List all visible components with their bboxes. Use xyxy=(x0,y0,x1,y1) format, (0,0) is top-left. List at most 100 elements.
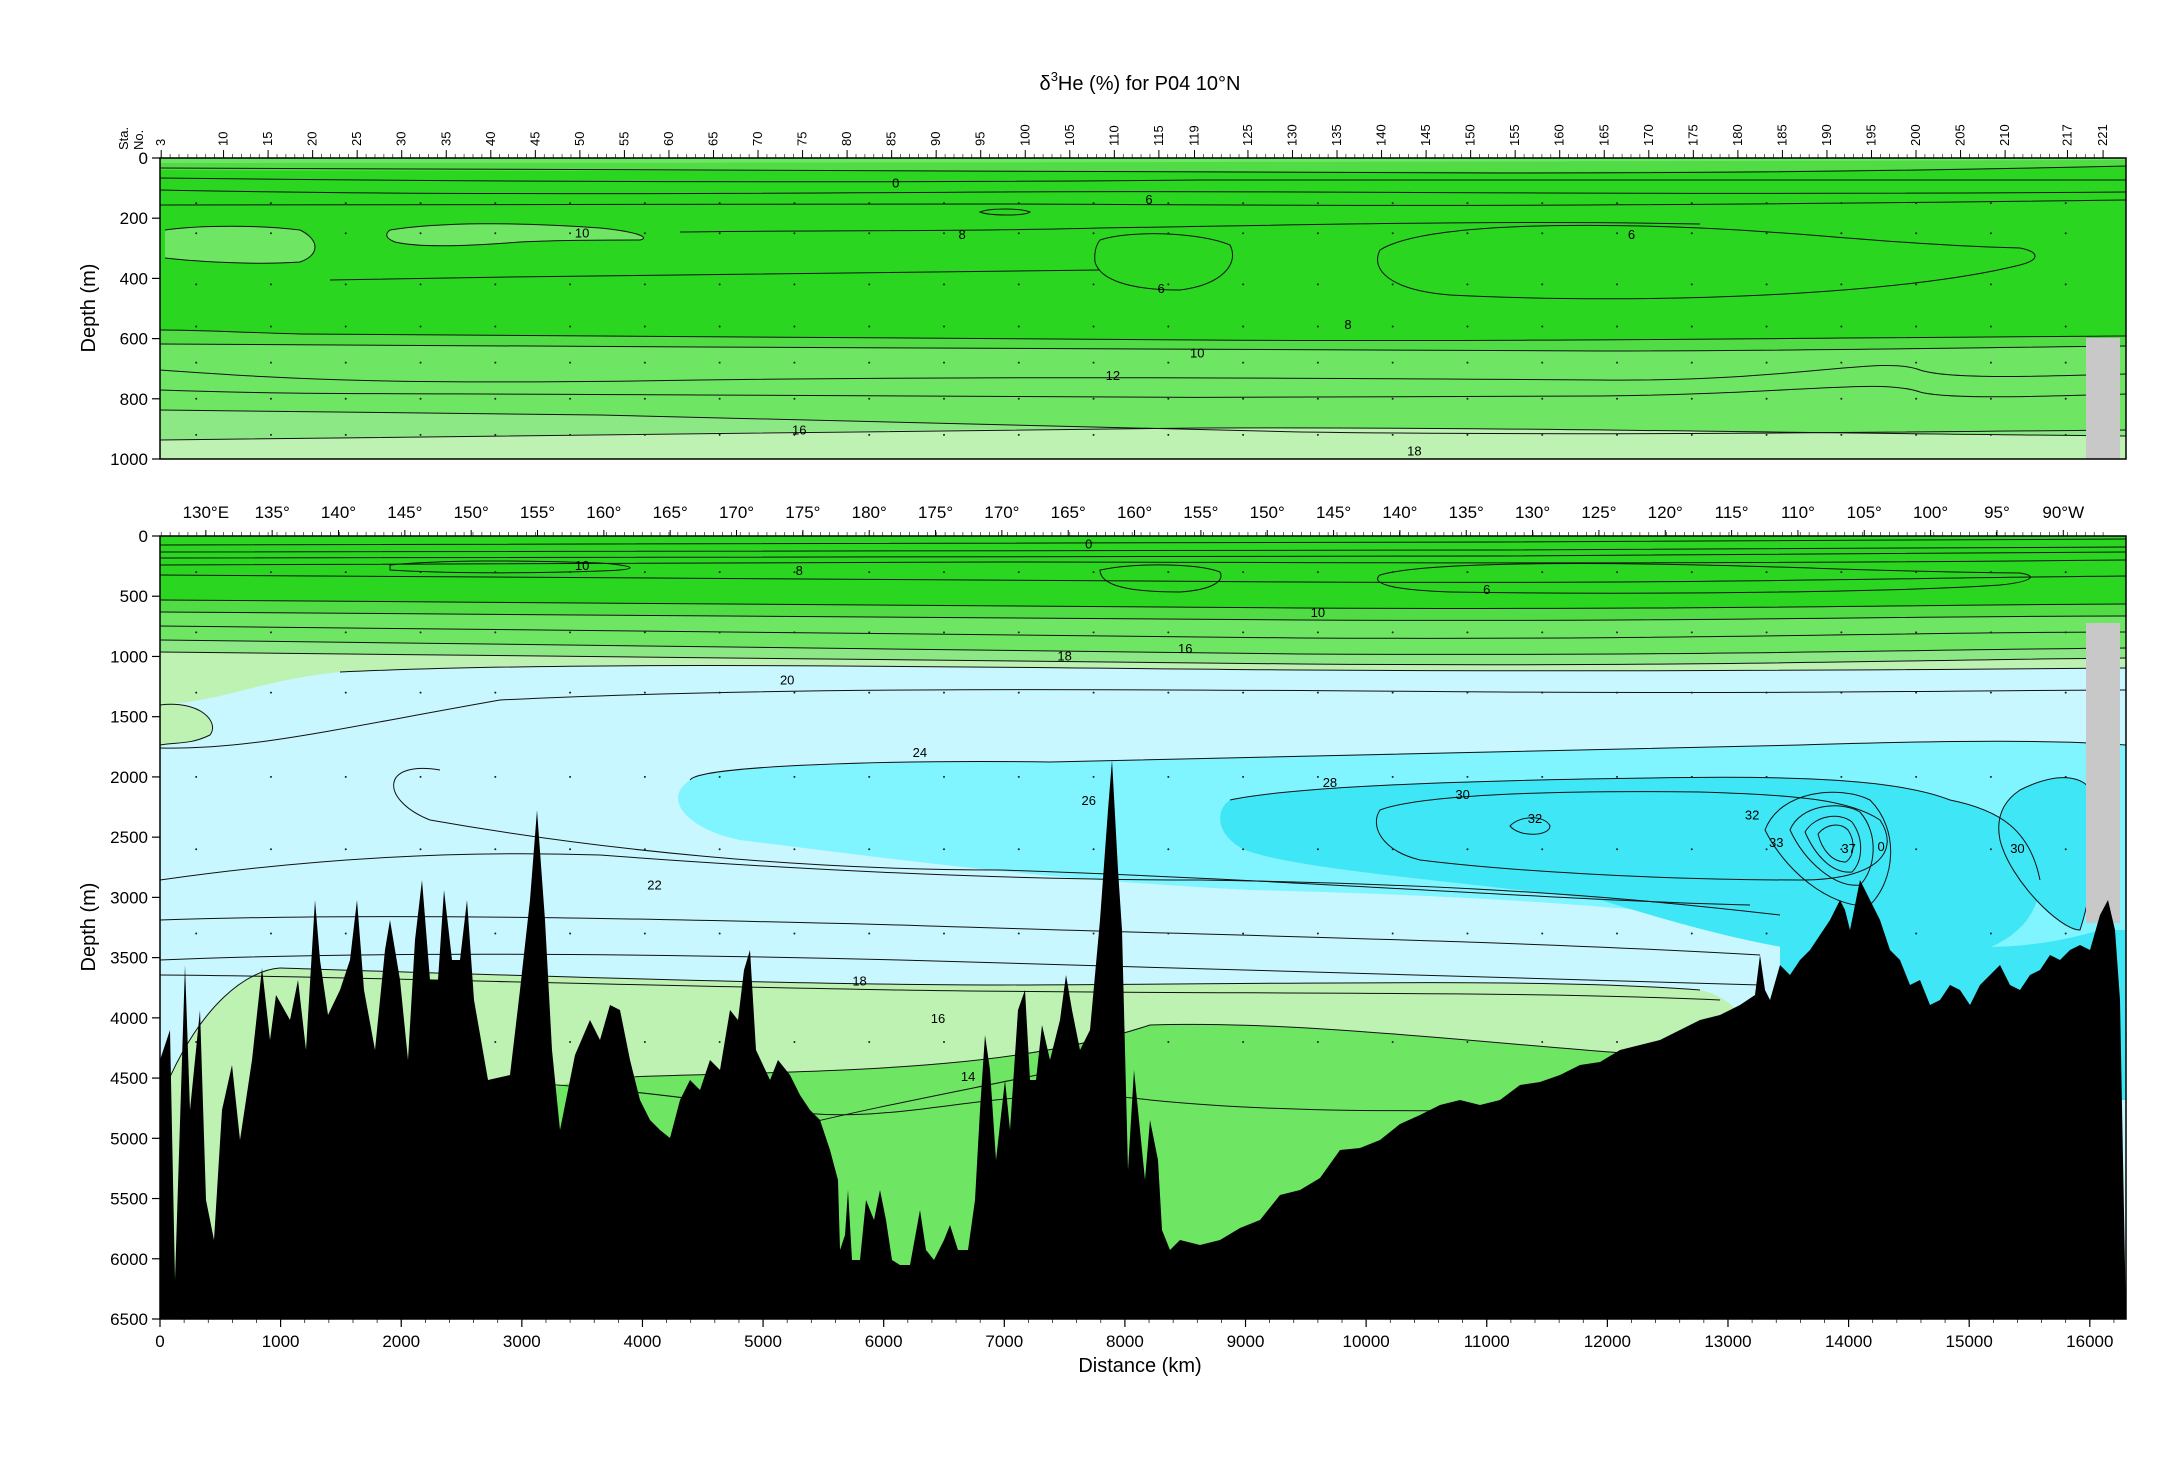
station-axis: 3 10 15 20 25 30 35 40 45 50 55 60 65 70 75 80 85 90 95 100… xyxy=(153,124,2110,536)
upper-y-tick-label: 800 xyxy=(120,390,148,409)
contour-label: 10 xyxy=(1190,346,1204,361)
contour-label: 14 xyxy=(961,1069,975,1084)
lower-y-axis: 0 500 1000 1500 2000 2500 3000 3500 4000 4500 5000… xyxy=(110,527,160,1329)
x-tick-label: 11000 xyxy=(1464,1332,1510,1351)
sample-dot xyxy=(494,631,497,634)
sample-dot xyxy=(1989,631,1992,634)
sample-dot xyxy=(569,361,572,364)
sample-dot xyxy=(1466,361,1469,364)
sample-dot xyxy=(1017,361,1020,364)
sample-dot xyxy=(1316,232,1319,235)
sample-dot xyxy=(1092,932,1095,935)
lower-y-tick-label: 3500 xyxy=(110,949,148,968)
sample-dot xyxy=(1616,571,1619,574)
x-tick-label: 7000 xyxy=(985,1332,1023,1351)
sample-dot xyxy=(1167,691,1170,694)
longitude-tick-label: 130°E xyxy=(183,503,230,522)
sample-dot xyxy=(195,361,198,364)
sample-dot xyxy=(1765,361,1768,364)
sample-dot xyxy=(1541,325,1544,328)
sample-dot xyxy=(269,232,272,235)
sample-dot xyxy=(419,361,422,364)
upper-missing-data xyxy=(2086,338,2120,459)
x-tick-label: 2000 xyxy=(382,1332,420,1351)
sample-dot xyxy=(1391,433,1394,436)
lower-y-tick-label: 2000 xyxy=(110,768,148,787)
sample-dot xyxy=(344,232,347,235)
sample-dot xyxy=(1466,232,1469,235)
upper-band-18 xyxy=(160,427,2126,459)
station-tick-label: 3 xyxy=(153,139,168,146)
sample-dot xyxy=(1391,691,1394,694)
sample-dot xyxy=(2064,691,2067,694)
sample-dot xyxy=(344,361,347,364)
sample-dot xyxy=(643,202,646,205)
sample-dot xyxy=(269,571,272,574)
sample-dot xyxy=(793,691,796,694)
station-axis-label-no: No. xyxy=(131,130,146,150)
sample-dot xyxy=(569,433,572,436)
sample-dot xyxy=(718,631,721,634)
sample-dot xyxy=(494,932,497,935)
sample-dot xyxy=(1840,631,1843,634)
contour-label: 6 xyxy=(1483,582,1490,597)
sample-dot xyxy=(494,325,497,328)
sample-dot xyxy=(1316,631,1319,634)
sample-dot xyxy=(793,361,796,364)
sample-dot xyxy=(1167,361,1170,364)
sample-dot xyxy=(1616,433,1619,436)
sample-dot xyxy=(1242,631,1245,634)
sample-dot xyxy=(1391,232,1394,235)
sample-dot xyxy=(494,397,497,400)
lower-y-axis-title: Depth (m) xyxy=(78,883,100,972)
sample-dot xyxy=(793,325,796,328)
sample-dot xyxy=(569,202,572,205)
sample-dot xyxy=(1466,691,1469,694)
lower-y-tick-label: 5500 xyxy=(110,1190,148,1209)
longitude-tick-label: 155° xyxy=(520,503,555,522)
sample-dot xyxy=(494,571,497,574)
sample-dot xyxy=(1765,325,1768,328)
lower-panel: WOCE HYDROGRAPHIC ATLAS 0 10 8 6 10 16 18 20 24 2… xyxy=(78,503,2127,1377)
sample-dot xyxy=(2064,232,2067,235)
sample-dot xyxy=(1316,283,1319,286)
sample-dot xyxy=(269,361,272,364)
station-tick-label: 130 xyxy=(1284,124,1299,146)
sample-dot xyxy=(1690,848,1693,851)
sample-dot xyxy=(1316,397,1319,400)
sample-dot xyxy=(494,848,497,851)
contour-label: 8 xyxy=(796,563,803,578)
longitude-tick-label: 165° xyxy=(653,503,688,522)
sample-dot xyxy=(1690,232,1693,235)
contour-label: 20 xyxy=(780,673,794,688)
sample-dot xyxy=(2064,202,2067,205)
sample-dot xyxy=(793,232,796,235)
station-tick-label: 180 xyxy=(1730,124,1745,146)
sample-dot xyxy=(793,397,796,400)
sample-dot xyxy=(1242,691,1245,694)
sample-dot xyxy=(1765,433,1768,436)
sample-dot xyxy=(1840,775,1843,778)
sample-dot xyxy=(1092,232,1095,235)
upper-y-tick-label: 1000 xyxy=(110,450,148,469)
sample-dot xyxy=(643,433,646,436)
logo-line-atlas: ATLAS xyxy=(2007,1269,2049,1283)
sample-dot xyxy=(1690,775,1693,778)
sample-dot xyxy=(1989,283,1992,286)
sample-dot xyxy=(1466,848,1469,851)
sample-dot xyxy=(1690,202,1693,205)
sample-dot xyxy=(569,848,572,851)
station-tick-label: 125 xyxy=(1240,124,1255,146)
sample-dot xyxy=(1242,325,1245,328)
sample-dot xyxy=(2064,433,2067,436)
station-tick-label: 60 xyxy=(661,132,676,146)
upper-y-axis: 0 200 400 600 800 1000 xyxy=(110,149,160,469)
sample-dot xyxy=(195,571,198,574)
sample-dot xyxy=(195,848,198,851)
sample-dot xyxy=(643,361,646,364)
sample-dot xyxy=(1167,571,1170,574)
sample-dot xyxy=(269,691,272,694)
sample-dot xyxy=(643,232,646,235)
sample-dot xyxy=(1690,631,1693,634)
sample-dot xyxy=(2064,361,2067,364)
